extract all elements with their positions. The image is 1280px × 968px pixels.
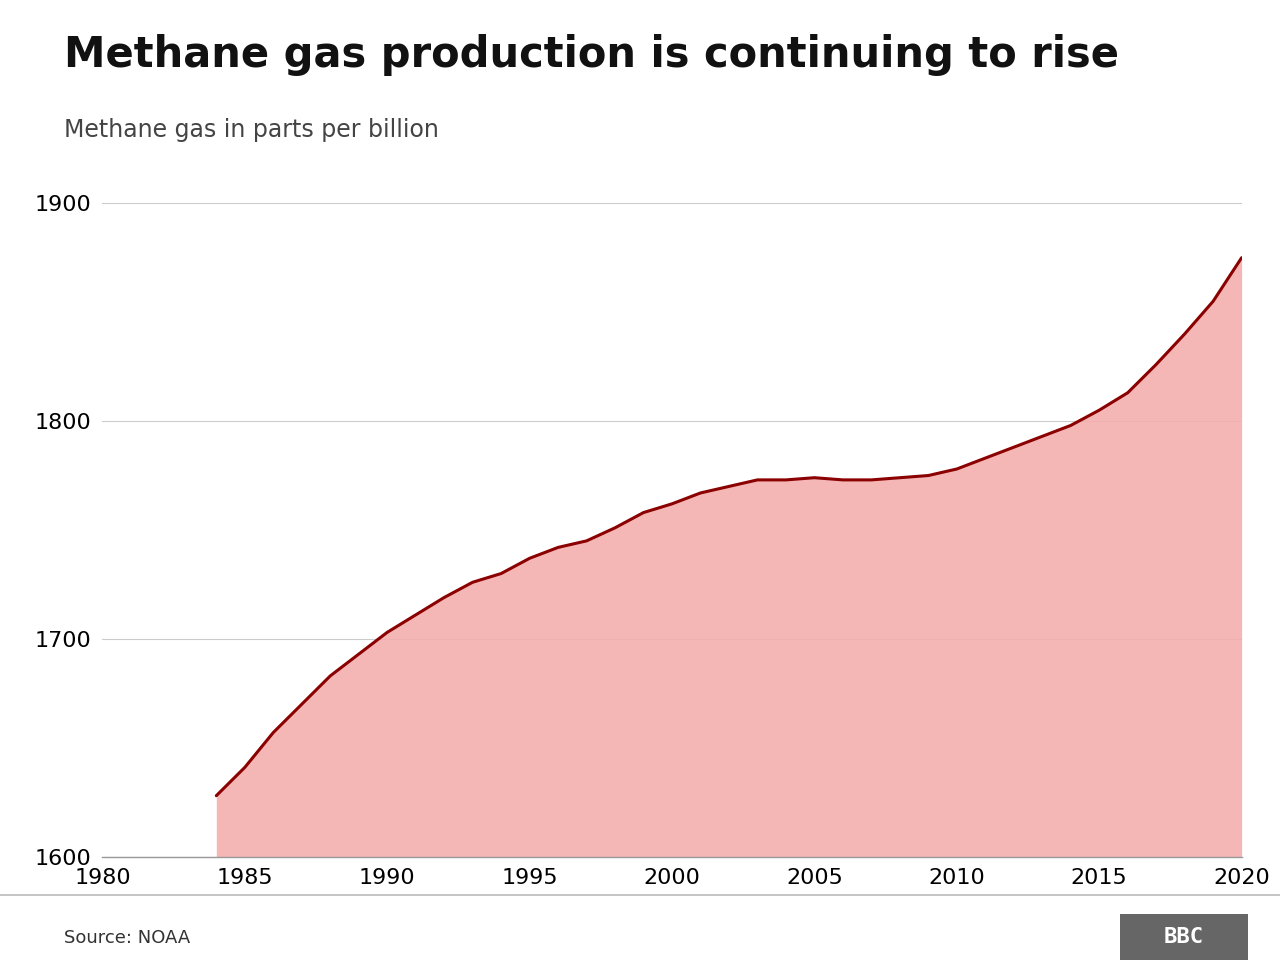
Text: Methane gas production is continuing to rise: Methane gas production is continuing to …: [64, 34, 1119, 76]
Text: Methane gas in parts per billion: Methane gas in parts per billion: [64, 118, 439, 142]
Text: Source: NOAA: Source: NOAA: [64, 928, 191, 947]
Text: BBC: BBC: [1164, 927, 1204, 947]
